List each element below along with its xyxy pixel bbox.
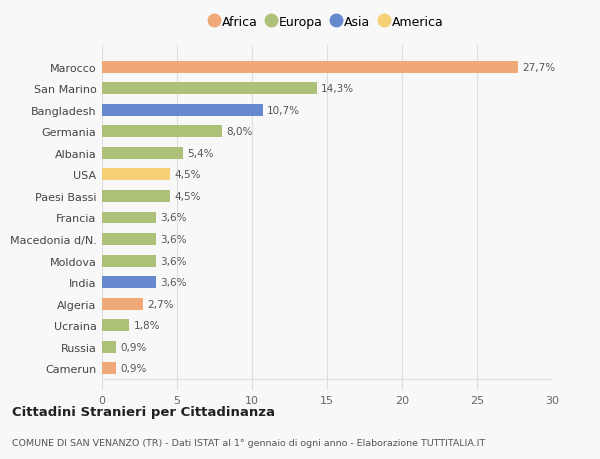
Text: 3,6%: 3,6% xyxy=(161,278,187,287)
Text: Cittadini Stranieri per Cittadinanza: Cittadini Stranieri per Cittadinanza xyxy=(12,405,275,419)
Text: 14,3%: 14,3% xyxy=(321,84,354,94)
Legend: Africa, Europa, Asia, America: Africa, Europa, Asia, America xyxy=(207,12,447,33)
Text: 0,9%: 0,9% xyxy=(120,364,146,374)
Text: COMUNE DI SAN VENANZO (TR) - Dati ISTAT al 1° gennaio di ogni anno - Elaborazion: COMUNE DI SAN VENANZO (TR) - Dati ISTAT … xyxy=(12,438,485,447)
Bar xyxy=(102,62,517,73)
Text: 3,6%: 3,6% xyxy=(161,213,187,223)
Text: 0,9%: 0,9% xyxy=(120,342,146,352)
Text: 27,7%: 27,7% xyxy=(522,62,555,73)
Text: 8,0%: 8,0% xyxy=(227,127,253,137)
Text: 4,5%: 4,5% xyxy=(174,170,200,180)
Bar xyxy=(102,319,129,331)
Text: 1,8%: 1,8% xyxy=(133,320,160,330)
Bar xyxy=(102,105,263,117)
Text: 5,4%: 5,4% xyxy=(187,149,214,158)
Text: 4,5%: 4,5% xyxy=(174,191,200,202)
Text: 3,6%: 3,6% xyxy=(161,256,187,266)
Bar xyxy=(102,190,170,202)
Bar xyxy=(102,277,156,288)
Bar xyxy=(102,341,116,353)
Text: 10,7%: 10,7% xyxy=(267,106,300,116)
Bar xyxy=(102,169,170,181)
Bar xyxy=(102,234,156,246)
Bar xyxy=(102,83,317,95)
Bar xyxy=(102,363,116,375)
Text: 2,7%: 2,7% xyxy=(147,299,173,309)
Bar xyxy=(102,126,222,138)
Bar xyxy=(102,298,143,310)
Text: 3,6%: 3,6% xyxy=(161,235,187,245)
Bar xyxy=(102,148,183,159)
Bar xyxy=(102,212,156,224)
Bar xyxy=(102,255,156,267)
